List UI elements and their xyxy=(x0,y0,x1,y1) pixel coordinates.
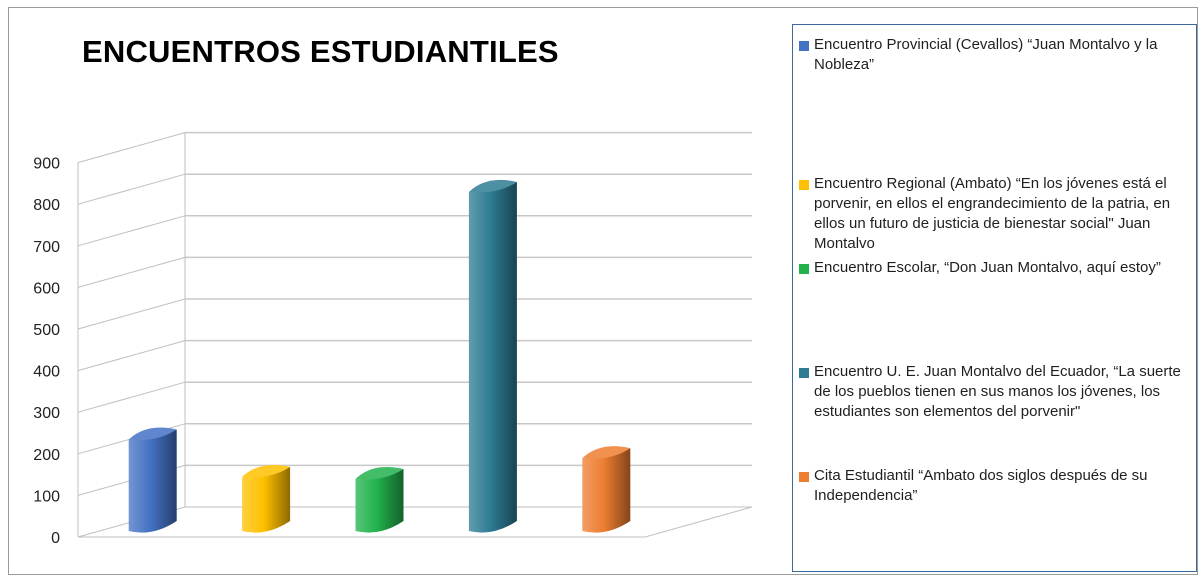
bar-1 xyxy=(128,427,177,533)
chart-floor xyxy=(77,506,753,538)
legend-label-1: Encuentro Provincial (Cevallos) “Juan Mo… xyxy=(814,36,1158,73)
bar-4 xyxy=(468,179,517,533)
legend-item-1: Encuentro Provincial (Cevallos) “Juan Mo… xyxy=(799,35,1189,75)
legend-swatch-2 xyxy=(799,180,809,190)
legend-item-4: Encuentro U. E. Juan Montalvo del Ecuado… xyxy=(799,362,1189,422)
chart-walls xyxy=(77,132,753,538)
legend-item-5: Cita Estudiantil “Ambato dos siglos desp… xyxy=(799,466,1189,506)
bar-body-1 xyxy=(128,429,177,533)
legend-swatch-3 xyxy=(799,264,809,274)
bar-top-4 xyxy=(468,179,517,193)
gridline-depth xyxy=(77,298,186,330)
legend-swatch-1 xyxy=(799,41,809,51)
gridline-depth xyxy=(77,173,186,205)
gridline-depth xyxy=(77,340,186,372)
y-axis-ticks: 0 100 200 300 400 500 600 700 800 900 xyxy=(33,156,60,547)
y-tick-label: 500 xyxy=(33,322,60,339)
bar-body-5 xyxy=(582,448,631,533)
bar-2 xyxy=(242,464,291,533)
bar-top-5 xyxy=(582,446,631,459)
bar-5 xyxy=(582,446,631,533)
plot-area: 0 100 200 300 400 500 600 700 800 900 xyxy=(33,131,753,547)
chart-title: ENCUENTROS ESTUDIANTILES xyxy=(82,34,559,69)
legend: Encuentro Provincial (Cevallos) “Juan Mo… xyxy=(792,24,1197,572)
y-tick-label: 900 xyxy=(33,156,60,173)
y-tick-label: 100 xyxy=(33,488,60,505)
legend-swatch-5 xyxy=(799,472,809,482)
y-tick-label: 200 xyxy=(33,447,60,464)
legend-label-5: Cita Estudiantil “Ambato dos siglos desp… xyxy=(814,467,1148,504)
y-tick-label: 400 xyxy=(33,364,60,381)
bar-body-4 xyxy=(468,181,517,533)
bar-3 xyxy=(355,466,404,533)
bars xyxy=(128,179,631,533)
legend-item-2: Encuentro Regional (Ambato) “En los jóve… xyxy=(799,174,1189,254)
legend-label-3: Encuentro Escolar, “Don Juan Montalvo, a… xyxy=(814,259,1161,276)
legend-item-3: Encuentro Escolar, “Don Juan Montalvo, a… xyxy=(799,258,1189,278)
bar-top-3 xyxy=(355,466,404,480)
gridline-depth xyxy=(77,215,186,247)
y-tick-label: 800 xyxy=(33,197,60,214)
y-tick-label: 0 xyxy=(51,530,60,547)
bar-top-2 xyxy=(242,464,291,478)
bar-body-2 xyxy=(242,466,291,533)
gridlines xyxy=(77,131,752,496)
legend-swatch-4 xyxy=(799,368,809,378)
legend-label-4: Encuentro U. E. Juan Montalvo del Ecuado… xyxy=(814,363,1181,420)
legend-label-2: Encuentro Regional (Ambato) “En los jóve… xyxy=(814,175,1171,252)
gridline-depth xyxy=(77,381,186,413)
y-tick-label: 600 xyxy=(33,280,60,297)
y-tick-label: 700 xyxy=(33,239,60,256)
bar-body-3 xyxy=(355,469,404,533)
gridline-depth xyxy=(77,256,186,288)
gridline-depth xyxy=(77,132,186,164)
bar-top-1 xyxy=(128,427,177,441)
y-tick-label: 300 xyxy=(33,405,60,422)
